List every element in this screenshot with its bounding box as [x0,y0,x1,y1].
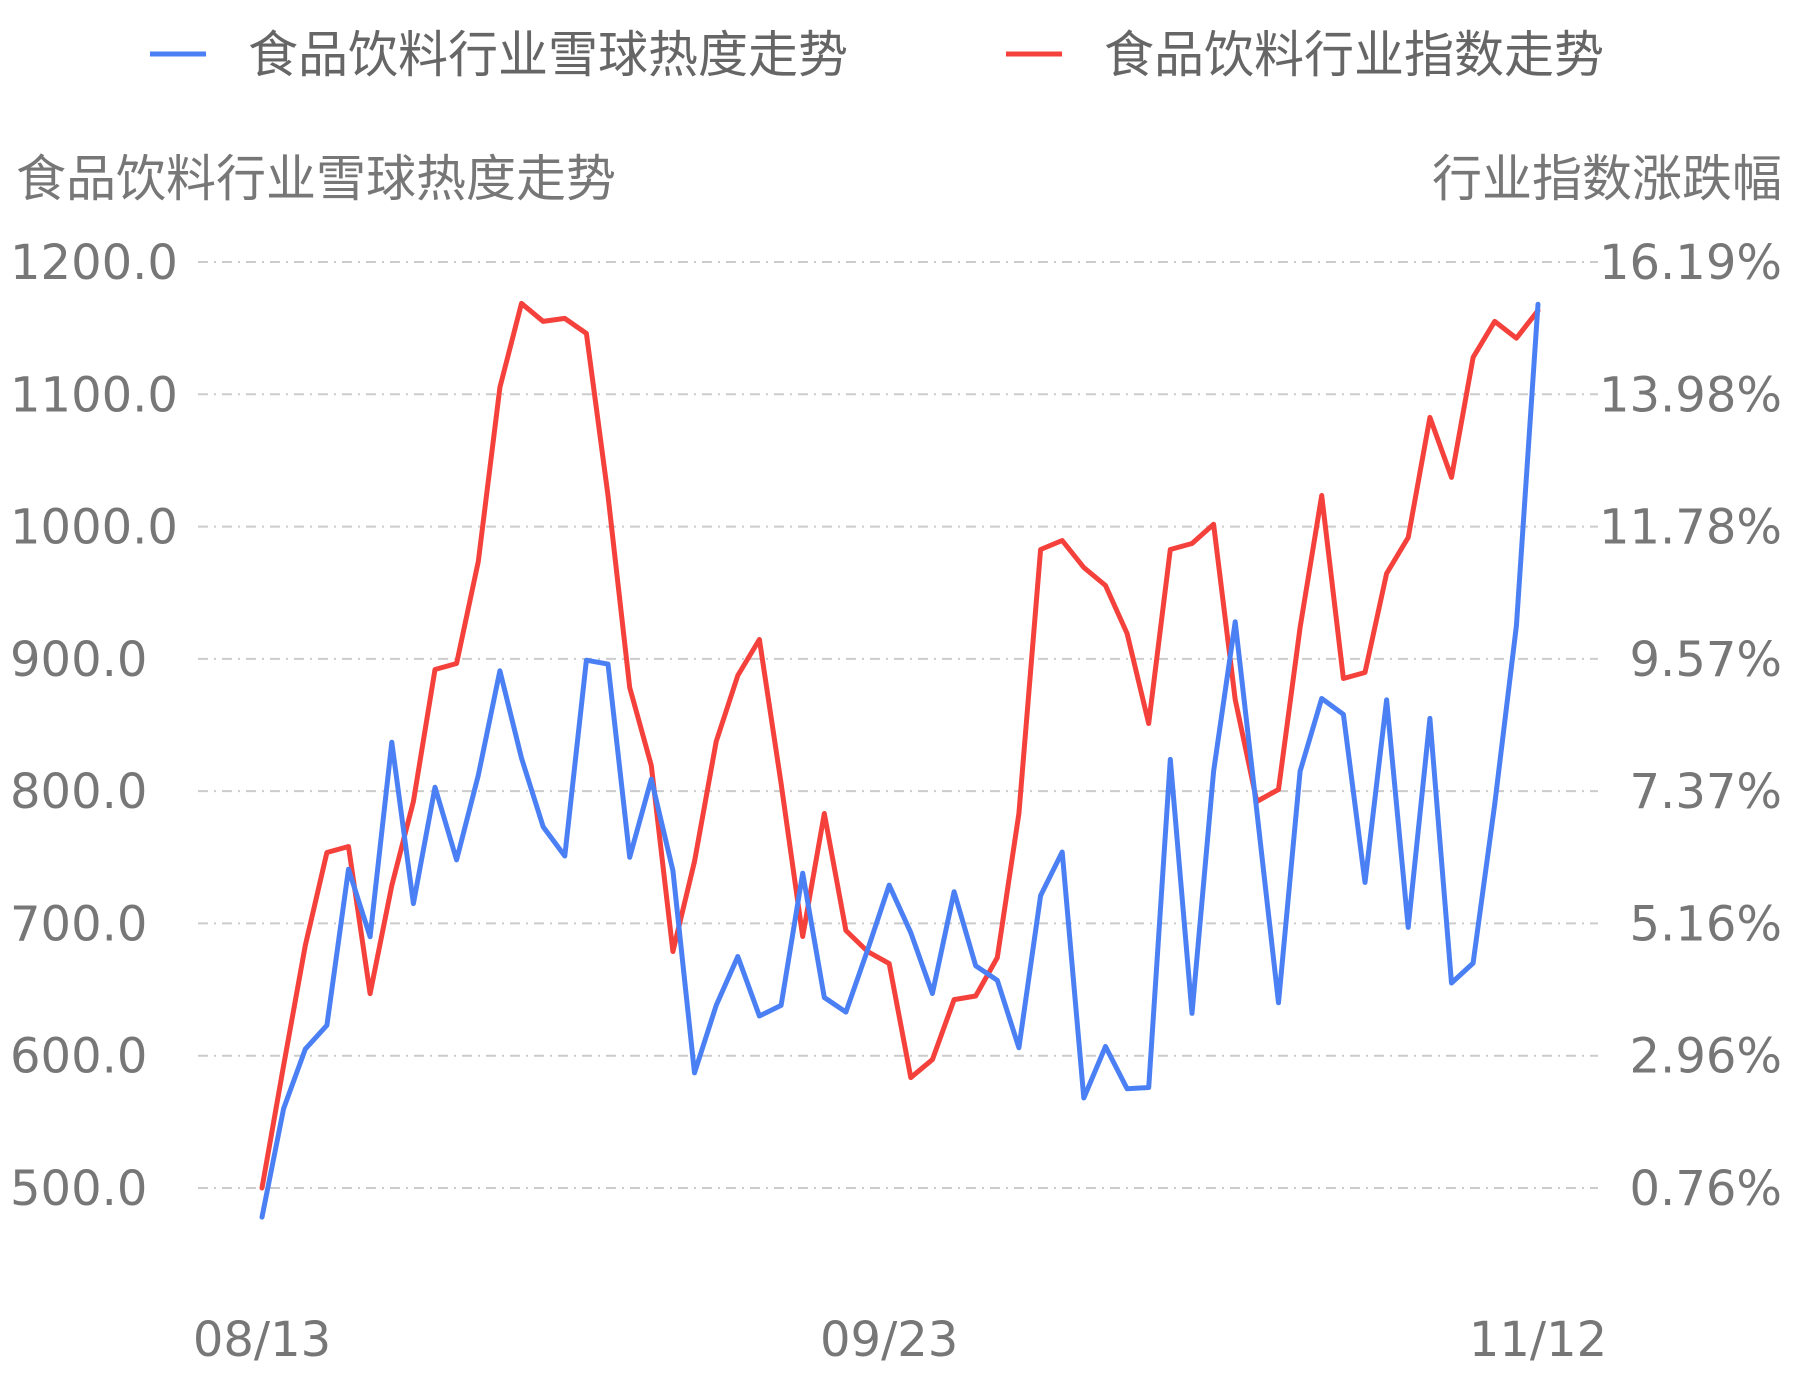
x-tick-label: 09/23 [820,1312,958,1368]
left-axis-ticks: 500.0 600.0 700.0 800.0 900.0 1000.0 1100.0 120… [10,235,178,1217]
series-line-heat [259,301,1541,1220]
legend-label-index: 食品饮料行业指数走势 [1104,26,1604,84]
x-tick-label: 11/12 [1469,1312,1607,1368]
right-tick-label: 7.37% [1630,764,1782,820]
left-tick-label: 800.0 [10,764,147,820]
right-tick-label: 11.78% [1599,500,1782,556]
right-axis-title: 行业指数涨跌幅 [1432,150,1782,208]
series-layer [259,300,1541,1220]
left-tick-label: 1100.0 [10,367,178,423]
right-tick-label: 9.57% [1630,632,1782,688]
right-tick-label: 5.16% [1630,896,1782,952]
gridlines [198,261,1598,1189]
x-axis-ticks: 08/13 09/23 11/12 [193,1312,1607,1368]
left-tick-label: 600.0 [10,1029,147,1085]
x-tick-label: 08/13 [193,1312,331,1368]
series-line-index [259,300,1541,1191]
left-tick-label: 900.0 [10,632,147,688]
legend-label-heat: 食品饮料行业雪球热度走势 [248,26,848,84]
legend-item-index[interactable]: 食品饮料行业指数走势 [1006,26,1604,84]
right-tick-label: 2.96% [1630,1029,1782,1085]
left-axis-title: 食品饮料行业雪球热度走势 [16,150,616,208]
right-tick-label: 16.19% [1599,235,1782,291]
right-tick-label: 0.76% [1630,1161,1782,1217]
legend: 食品饮料行业雪球热度走势 食品饮料行业指数走势 [150,26,1604,84]
left-tick-label: 1200.0 [10,235,178,291]
right-axis-ticks: 0.76% 2.96% 5.16% 7.37% 9.57% 11.78% 13.98% 16.… [1599,235,1782,1217]
right-tick-label: 13.98% [1599,367,1782,423]
left-tick-label: 700.0 [10,896,147,952]
left-tick-label: 500.0 [10,1161,147,1217]
legend-item-heat[interactable]: 食品饮料行业雪球热度走势 [150,26,848,84]
left-tick-label: 1000.0 [10,500,178,556]
